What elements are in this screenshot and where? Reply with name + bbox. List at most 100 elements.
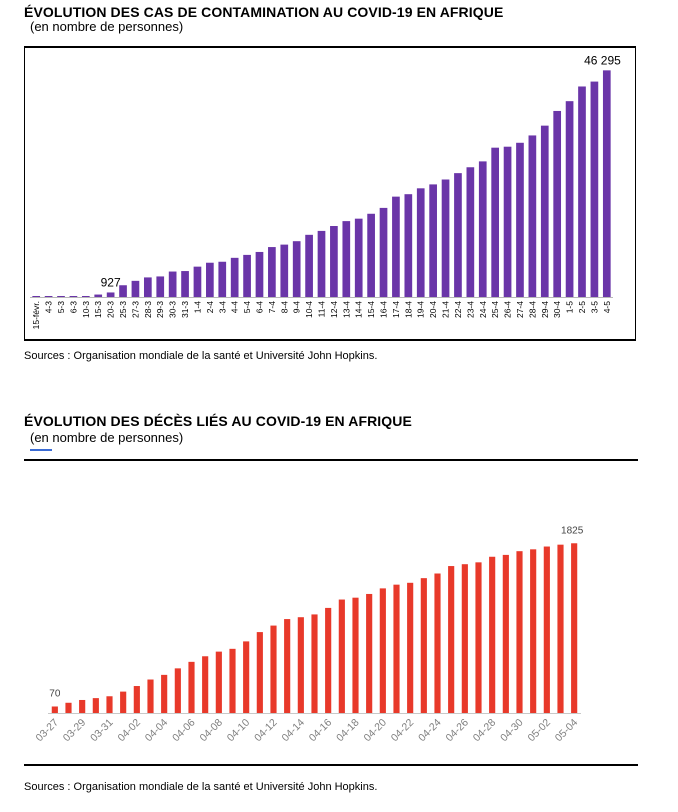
chart2-bar <box>311 614 318 713</box>
chart2-bar <box>256 632 263 713</box>
chart1-bar <box>454 173 462 297</box>
chart2-bar <box>516 551 523 713</box>
chart1-x-tick-label: 17-4 <box>391 301 401 318</box>
chart1-bar <box>590 81 599 297</box>
chart2-bar <box>106 696 113 713</box>
chart1-x-tick-label: 10-3 <box>81 301 91 318</box>
chart2-bar <box>448 566 455 713</box>
chart2-bar <box>243 641 250 713</box>
chart1-bar <box>243 254 251 297</box>
chart1-bar <box>478 161 487 297</box>
chart1-bar <box>354 218 363 297</box>
chart1-x-tick-label: 31-3 <box>180 301 190 318</box>
chart1-x-tick-label: 2-4 <box>205 301 215 314</box>
chart2-bar <box>120 691 127 713</box>
chart1-bar <box>330 226 338 297</box>
chart1-subtitle: (en nombre de personnes) <box>30 19 184 34</box>
chart2-plot: 03-27 03-29 03-31 04-02 04-04 04-06 04-08 04-10… <box>33 525 583 745</box>
chart1-bar <box>94 294 103 297</box>
chart1-bar <box>181 271 189 297</box>
chart1-x-tick-label: 24-4 <box>478 301 488 318</box>
chart1-bar <box>516 142 524 297</box>
chart1-x-tick-label: 25-3 <box>118 301 128 318</box>
chart1-bar <box>491 147 500 297</box>
chart2-x-tick-label: 04-06 <box>170 717 198 745</box>
chart1-bar <box>32 296 41 297</box>
chart2-x-tick-label: 05-02 <box>525 717 553 745</box>
chart1-x-tick-label: 3-5 <box>589 301 599 314</box>
chart2-bar <box>434 573 441 713</box>
chart1-x-tick-label: 4-3 <box>44 301 54 314</box>
chart2-bar <box>147 679 154 713</box>
chart1-x-tick-label: 6-3 <box>68 301 78 314</box>
chart2-x-tick-label: 04-18 <box>334 717 362 745</box>
chart1-bar <box>441 179 450 297</box>
chart1-x-tick-label: 2-5 <box>577 301 587 314</box>
chart1-x-tick-label: 29-4 <box>540 301 550 318</box>
chart2-bar <box>379 588 386 713</box>
spellcheck-underline <box>30 446 52 451</box>
chart1-frame <box>24 46 636 341</box>
chart2-data-label: 70 <box>49 688 61 699</box>
chart1-bar <box>143 277 152 297</box>
chart1-bar <box>416 188 425 297</box>
chart1-x-tick-label: 19-4 <box>416 301 426 318</box>
chart2-bar <box>284 619 291 713</box>
chart1-x-tick-label: 27-4 <box>515 301 525 318</box>
chart1-bar <box>367 213 375 297</box>
chart2-x-tick-label: 04-04 <box>143 717 171 745</box>
chart1-bar <box>404 194 413 297</box>
chart1-x-tick-label: 27-3 <box>130 301 140 318</box>
chart2-x-tick-label: 04-20 <box>361 717 389 745</box>
chart1-x-tick-label: 10-4 <box>304 301 314 318</box>
chart2-bar <box>543 546 550 713</box>
chart1-bar <box>81 296 90 297</box>
chart1-bar <box>466 167 475 297</box>
chart1-bar <box>230 257 239 297</box>
chart1-bar <box>193 266 202 297</box>
chart1-bar <box>503 146 512 297</box>
chart2-bar <box>366 593 373 713</box>
chart1-bar <box>429 184 437 297</box>
chart2-bar <box>92 698 99 713</box>
chart1-bar <box>553 110 562 297</box>
chart1-x-tick-label: 15-févr. <box>31 301 41 329</box>
chart1-bar <box>57 296 65 297</box>
chart1-bar <box>578 86 586 298</box>
chart1-x-tick-label: 3-4 <box>217 301 227 314</box>
chart1-bar <box>168 271 177 297</box>
chart2-x-tick-label: 04-10 <box>225 717 253 745</box>
chart1-x-tick-label: 25-4 <box>490 301 500 318</box>
chart1-x-tick-label: 15-4 <box>366 301 376 318</box>
chart1-x-tick-label: 28-3 <box>143 301 153 318</box>
chart2-bar <box>325 607 332 713</box>
chart1-bar <box>255 251 264 297</box>
chart1-x-tick-label: 11-4 <box>317 301 327 318</box>
chart1-x-tick-label: 22-4 <box>453 301 463 318</box>
chart2-x-tick-label: 04-22 <box>389 717 417 745</box>
chart1-x-tick-label: 13-4 <box>341 301 351 318</box>
chart2-x-tick-label: 03-27 <box>33 717 61 745</box>
chart1-bar <box>379 207 388 297</box>
chart1-bar <box>392 196 400 297</box>
chart1-x-tick-label: 18-4 <box>403 301 413 318</box>
chart1-x-tick-label: 30-3 <box>168 301 178 318</box>
chart1-x-tick-label: 28-4 <box>527 301 537 318</box>
chart2-x-tick-label: 04-30 <box>498 717 526 745</box>
chart1-title: ÉVOLUTION DES CAS DE CONTAMINATION AU CO… <box>24 4 504 20</box>
chart2-bar <box>393 584 400 713</box>
chart1-x-tick-label: 7-4 <box>267 301 277 314</box>
chart1-bar <box>280 244 289 297</box>
chart2-bar <box>407 582 414 713</box>
chart2-source: Sources : Organisation mondiale de la sa… <box>24 781 378 793</box>
chart1-bar <box>602 70 611 297</box>
chart1-x-tick-label: 5-4 <box>242 301 252 314</box>
chart2-x-tick-label: 04-16 <box>307 717 335 745</box>
chart1-x-tick-label: 14-4 <box>354 301 364 318</box>
chart1-x-tick-label: 29-3 <box>155 301 165 318</box>
chart2-x-tick-label: 05-04 <box>553 717 581 745</box>
chart1-bar <box>342 221 351 297</box>
chart1-bar <box>268 247 276 297</box>
chart1-bar <box>317 230 326 297</box>
chart2-x-tick-label: 04-26 <box>443 717 471 745</box>
